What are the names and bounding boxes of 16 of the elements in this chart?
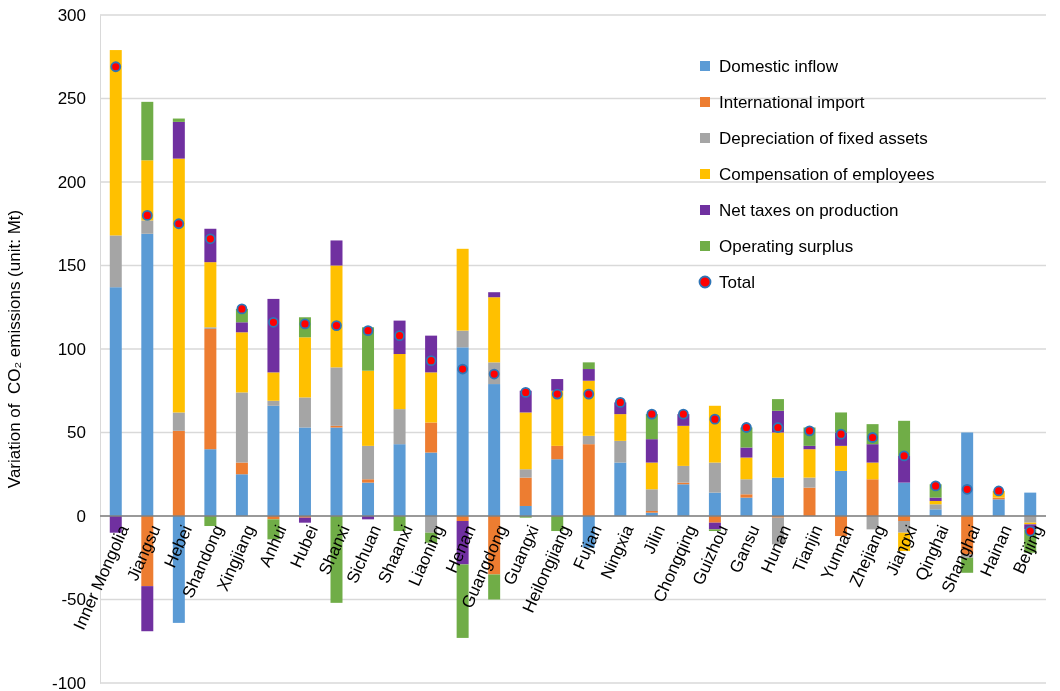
legend-label: International import bbox=[719, 92, 865, 112]
y-tick-label: 0 bbox=[76, 506, 86, 526]
legend-label: Total bbox=[719, 272, 755, 292]
legend-label: Net taxes on production bbox=[719, 200, 899, 220]
y-tick-label: -100 bbox=[51, 673, 86, 691]
y-tick-label: 200 bbox=[57, 172, 86, 192]
y-tick-label: 250 bbox=[57, 89, 86, 109]
y-tick-label: 150 bbox=[57, 256, 86, 276]
y-tick-label: 50 bbox=[67, 423, 86, 443]
legend-label: Depreciation of fixed assets bbox=[719, 128, 928, 148]
y-tick-label: 300 bbox=[57, 5, 86, 25]
legend-label: Operating surplus bbox=[719, 236, 854, 256]
legend-label: Domestic inflow bbox=[719, 56, 839, 76]
y-tick-label: 100 bbox=[57, 339, 86, 359]
y-axis-title: Variation of CO₂ emissions (unit: Mt) bbox=[5, 209, 24, 489]
legend-label: Compensation of employees bbox=[719, 164, 935, 184]
